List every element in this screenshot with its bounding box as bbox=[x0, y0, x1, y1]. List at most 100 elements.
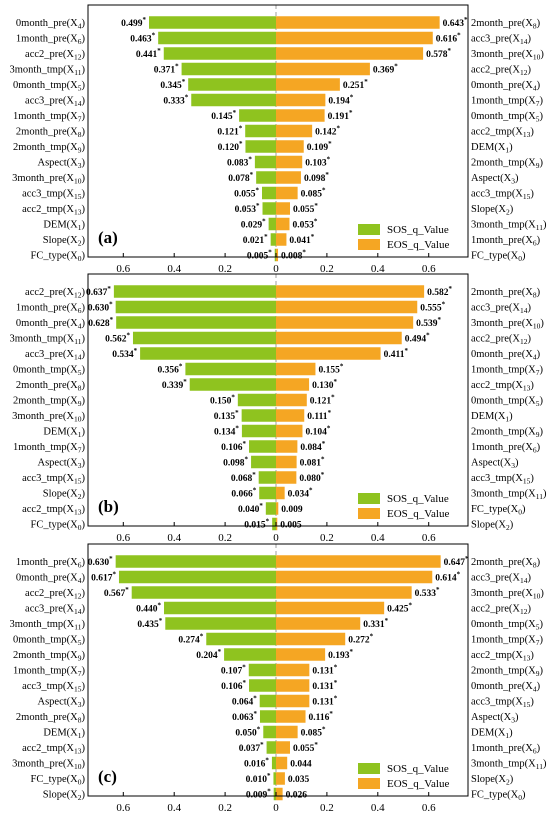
eos-value-label: 0.116* bbox=[309, 710, 334, 723]
sos-value-label: 0.371* bbox=[154, 63, 179, 76]
sos-bar bbox=[263, 725, 276, 739]
eos-bar bbox=[276, 679, 310, 692]
eos-category-label: 1month_tmp(X7) bbox=[471, 96, 544, 109]
eos-bar bbox=[276, 663, 310, 677]
sos-category-label: acc2_tmp(X13) bbox=[22, 204, 85, 217]
eos-category-label: 3month_pre(X10) bbox=[471, 588, 544, 601]
sos-bar bbox=[224, 648, 276, 661]
eos-value-label: 0.111* bbox=[307, 409, 331, 422]
eos-category-label: DEM(X1) bbox=[471, 728, 513, 741]
legend-label: EOS_q_Value bbox=[387, 778, 449, 790]
eos-bar bbox=[276, 517, 278, 531]
sos-category-label: 1month_pre(X6) bbox=[16, 34, 86, 47]
eos-category-label: 3month_tmp(X11) bbox=[471, 489, 547, 502]
eos-bar bbox=[276, 16, 440, 29]
sos-category-label: 3month_tmp(X11) bbox=[10, 65, 86, 78]
eos-bar bbox=[276, 486, 285, 500]
eos-value-label: 0.194* bbox=[328, 94, 353, 107]
eos-bar bbox=[276, 772, 285, 785]
sos-category-label: Aspect(X3) bbox=[38, 697, 86, 710]
sos-bar bbox=[140, 347, 276, 360]
sos-bar bbox=[272, 517, 276, 531]
sos-category-label: 0month_tmp(X5) bbox=[13, 635, 86, 648]
eos-bar bbox=[276, 648, 326, 661]
sos-bar bbox=[259, 710, 276, 723]
eos-category-label: acc2_pre(X12) bbox=[471, 604, 531, 617]
sos-bar bbox=[206, 632, 276, 646]
eos-category-label: acc3_pre(X14) bbox=[471, 573, 531, 586]
x-tick-label: 0.6 bbox=[422, 802, 436, 814]
sos-category-label: acc3_tmp(X15) bbox=[22, 473, 85, 486]
sos-value-label: 0.068* bbox=[231, 471, 256, 484]
sos-category-label: 2month_tmp(X9) bbox=[13, 142, 86, 155]
legend-label: EOS_q_Value bbox=[387, 239, 449, 251]
sos-value-label: 0.120* bbox=[218, 140, 243, 153]
eos-category-label: acc2_pre(X12) bbox=[471, 65, 531, 78]
eos-bar bbox=[276, 502, 279, 515]
sos-value-label: 0.630* bbox=[88, 555, 113, 568]
eos-category-label: acc3_tmp(X15) bbox=[471, 697, 534, 710]
sos-category-label: 2month_pre(X8) bbox=[16, 380, 86, 393]
sos-value-label: 0.078* bbox=[228, 171, 253, 184]
eos-value-label: 0.533* bbox=[415, 586, 440, 599]
sos-value-label: 0.440* bbox=[136, 602, 161, 615]
sos-category-label: FC_type(X0) bbox=[31, 520, 86, 533]
eos-category-label: Slope(X2) bbox=[471, 520, 514, 533]
eos-category-label: 1month_tmp(X7) bbox=[471, 635, 544, 648]
eos-category-label: 3month_tmp(X11) bbox=[471, 220, 547, 233]
x-tick-label: 0.6 bbox=[116, 802, 130, 814]
sos-bar bbox=[245, 140, 276, 153]
sos-bar bbox=[131, 586, 276, 599]
eos-bar bbox=[276, 316, 414, 329]
sos-category-label: 1month_pre(X6) bbox=[16, 303, 86, 316]
eos-category-label: 3month_pre(X10) bbox=[471, 318, 544, 331]
eos-value-label: 0.582* bbox=[427, 285, 452, 298]
sos-category-label: acc3_tmp(X15) bbox=[22, 189, 85, 202]
eos-category-label: 1month_tmp(X7) bbox=[471, 365, 544, 378]
sos-bar bbox=[115, 300, 276, 314]
eos-category-label: 1month_pre(X6) bbox=[471, 235, 541, 248]
eos-bar bbox=[276, 171, 301, 184]
legend-swatch-eos bbox=[358, 508, 380, 519]
x-tick-label: 0 bbox=[273, 802, 279, 814]
eos-value-label: 0.055* bbox=[293, 741, 318, 754]
sos-bar bbox=[191, 93, 276, 107]
eos-value-label: 0.044 bbox=[290, 760, 312, 770]
eos-bar bbox=[276, 725, 298, 739]
eos-value-label: 0.331* bbox=[363, 617, 388, 630]
sos-bar bbox=[118, 570, 276, 584]
eos-value-label: 0.193* bbox=[328, 648, 353, 661]
sos-value-label: 0.107* bbox=[221, 664, 246, 677]
sos-category-label: FC_type(X0) bbox=[31, 774, 86, 787]
sos-bar bbox=[165, 617, 276, 630]
sos-bar bbox=[158, 31, 276, 45]
x-tick-label: 0.2 bbox=[218, 802, 232, 814]
sos-value-label: 0.005* bbox=[247, 249, 272, 262]
sos-bar bbox=[241, 409, 276, 422]
sos-bar bbox=[241, 424, 276, 438]
sos-category-label: 1month_tmp(X7) bbox=[13, 111, 86, 124]
x-tick-label: 0.4 bbox=[371, 802, 385, 814]
sos-value-label: 0.098* bbox=[223, 456, 248, 469]
eos-category-label: 0month_tmp(X5) bbox=[471, 111, 544, 124]
sos-category-label: 0month_pre(X4) bbox=[16, 18, 86, 31]
eos-value-label: 0.411* bbox=[384, 347, 409, 360]
eos-category-label: 0month_pre(X4) bbox=[471, 681, 541, 694]
sos-category-label: 2month_pre(X8) bbox=[16, 712, 86, 725]
eos-value-label: 0.142* bbox=[315, 125, 340, 138]
sos-bar bbox=[256, 171, 276, 184]
sos-category-label: 1month_tmp(X7) bbox=[13, 666, 86, 679]
sos-value-label: 0.066* bbox=[231, 487, 256, 500]
eos-category-label: 2month_pre(X8) bbox=[471, 287, 541, 300]
sos-bar bbox=[262, 186, 276, 200]
x-tick-label: 0.2 bbox=[320, 263, 334, 275]
sos-value-label: 0.015* bbox=[244, 518, 269, 531]
eos-value-label: 0.009 bbox=[281, 505, 303, 515]
panel-1: 0.637*acc2_pre(X12) 0.582* 2month_pre(X8)0… bbox=[10, 273, 547, 544]
eos-value-label: 0.155* bbox=[318, 363, 343, 376]
eos-value-label: 0.041* bbox=[289, 233, 314, 246]
sos-value-label: 0.441* bbox=[136, 47, 161, 60]
sos-category-label: acc3_tmp(X15) bbox=[22, 681, 85, 694]
eos-category-label: 3month_pre(X10) bbox=[471, 49, 544, 62]
sos-value-label: 0.135* bbox=[214, 409, 239, 422]
